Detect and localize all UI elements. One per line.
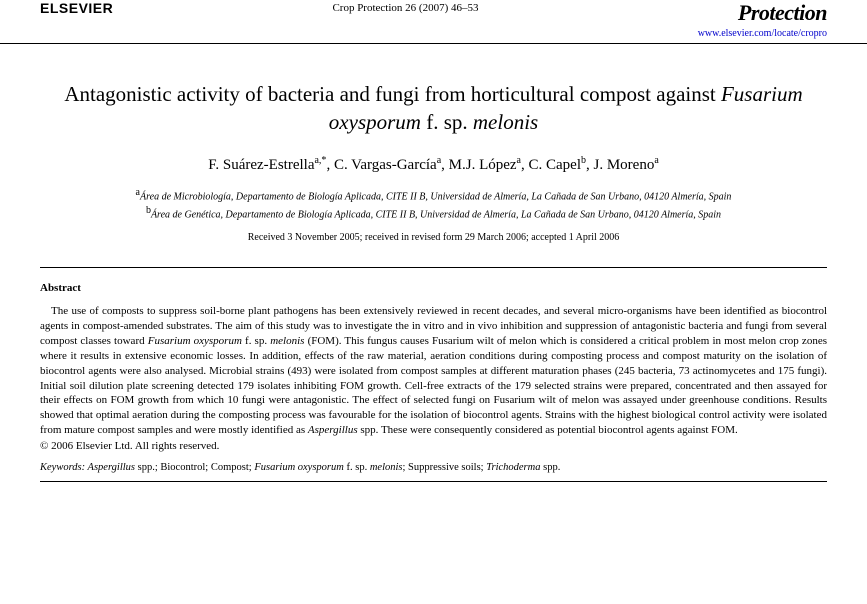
copyright-line: © 2006 Elsevier Ltd. All rights reserved… xyxy=(40,440,827,452)
keyword: Aspergillus xyxy=(88,462,135,473)
abstract-text: (FOM). This fungus causes Fusarium wilt … xyxy=(40,335,827,436)
title-species-2: melonis xyxy=(473,110,538,134)
journal-branding: Protection www.elsevier.com/locate/cropr… xyxy=(698,0,827,39)
author-4: , C. Capel xyxy=(521,157,581,173)
abstract-body: The use of composts to suppress soil-bor… xyxy=(40,304,827,438)
keyword-text: ; Suppressive soils; xyxy=(403,462,487,473)
abstract-heading: Abstract xyxy=(40,282,827,294)
keyword-text: spp. xyxy=(540,462,560,473)
divider-bottom xyxy=(40,481,827,482)
journal-reference: Crop Protection 26 (2007) 46–53 xyxy=(113,0,697,14)
author-5-affil: a xyxy=(654,155,658,166)
abstract-species-1: Fusarium oxysporum xyxy=(148,335,242,347)
affiliation-a: aÁrea de Microbiología, Departamento de … xyxy=(60,186,807,204)
title-block: Antagonistic activity of bacteria and fu… xyxy=(0,44,867,243)
title-text-mid: f. sp. xyxy=(421,110,473,134)
author-3: , M.J. López xyxy=(441,157,516,173)
article-dates: Received 3 November 2005; received in re… xyxy=(60,232,807,243)
author-list: F. Suárez-Estrellaa,*, C. Vargas-García a… xyxy=(60,155,807,174)
keyword-text: f. sp. xyxy=(344,462,370,473)
publisher-label: ELSEVIER xyxy=(40,0,113,16)
abstract-section: Abstract The use of composts to suppress… xyxy=(0,268,867,452)
abstract-text: f. sp. xyxy=(242,335,270,347)
keyword: melonis xyxy=(370,462,403,473)
article-title: Antagonistic activity of bacteria and fu… xyxy=(60,80,807,137)
abstract-species-2: melonis xyxy=(270,335,304,347)
affiliations: aÁrea de Microbiología, Departamento de … xyxy=(60,186,807,223)
affiliation-a-text: Área de Microbiología, Departamento de B… xyxy=(140,191,731,202)
affiliation-b-text: Área de Genética, Departamento de Biolog… xyxy=(151,209,721,220)
author-2: , C. Vargas-García xyxy=(326,157,436,173)
keyword: Fusarium oxysporum xyxy=(254,462,344,473)
author-5: , J. Moreno xyxy=(586,157,654,173)
author-1-affil: a,* xyxy=(314,155,326,166)
keywords-line: Keywords: Aspergillus spp.; Biocontrol; … xyxy=(0,452,867,473)
title-text: Antagonistic activity of bacteria and fu… xyxy=(64,82,721,106)
journal-logo: Protection xyxy=(698,0,827,26)
abstract-text: spp. These were consequently considered … xyxy=(358,424,738,436)
author-1: F. Suárez-Estrella xyxy=(208,157,314,173)
abstract-species-3: Aspergillus xyxy=(308,424,358,436)
keyword: Trichoderma xyxy=(486,462,540,473)
keywords-label: Keywords: xyxy=(40,462,88,473)
keyword-text: spp.; Biocontrol; Compost; xyxy=(135,462,254,473)
top-bar: ELSEVIER Crop Protection 26 (2007) 46–53… xyxy=(0,0,867,44)
affiliation-b: bÁrea de Genética, Departamento de Biolo… xyxy=(60,204,807,222)
journal-url[interactable]: www.elsevier.com/locate/cropro xyxy=(698,28,827,39)
